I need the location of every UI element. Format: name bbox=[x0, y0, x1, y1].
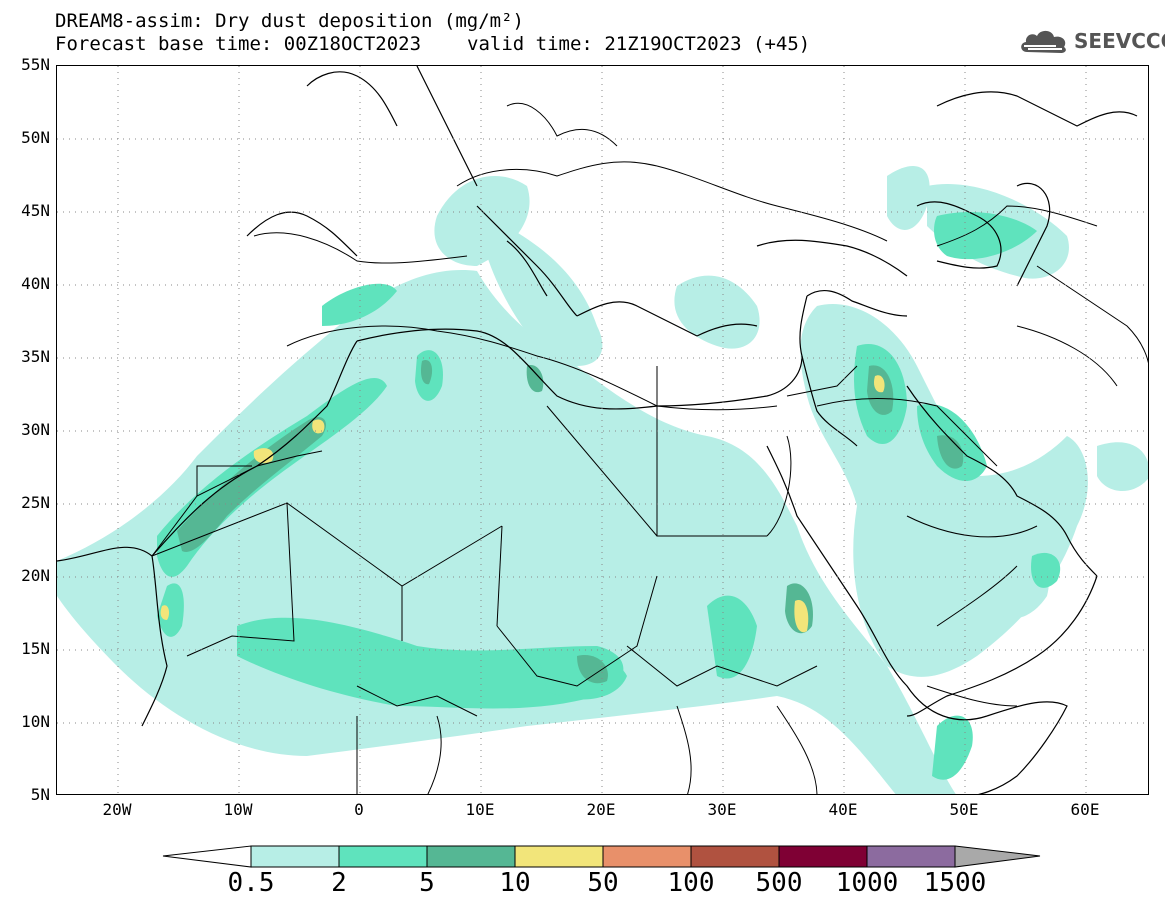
lat-label-50n: 50N bbox=[21, 128, 50, 147]
colorbar-bin-7 bbox=[866, 845, 956, 868]
lon-label-50e: 50E bbox=[949, 800, 979, 819]
colorbar-bin-5 bbox=[690, 845, 780, 868]
colorbar-bin-3 bbox=[514, 845, 604, 868]
valid-time: valid time: 21Z19OCT2023 (+45) bbox=[467, 33, 811, 55]
colorbar-bin-4 bbox=[602, 845, 692, 868]
colorbar-bin-1 bbox=[338, 845, 428, 868]
colorbar-label-6: 500 bbox=[755, 868, 803, 898]
lat-label-30n: 30N bbox=[21, 420, 50, 439]
map-panel bbox=[56, 65, 1149, 795]
lat-label-5n: 5N bbox=[30, 785, 50, 804]
colorbar-bin-0 bbox=[250, 845, 340, 868]
seevccc-logo: SEEVCCC bbox=[1018, 26, 1165, 56]
lon-label-10e: 10E bbox=[465, 800, 495, 819]
colorbar-bin-2 bbox=[426, 845, 516, 868]
lon-label-0: 0 bbox=[354, 800, 364, 819]
lon-label-20w: 20W bbox=[102, 800, 132, 819]
country-borders bbox=[151, 102, 1148, 794]
colorbar-label-0: 0.5 bbox=[227, 868, 275, 898]
colorbar-label-1: 2 bbox=[331, 868, 347, 898]
colorbar-bin-6 bbox=[778, 845, 868, 868]
lat-label-15n: 15N bbox=[21, 639, 50, 658]
dust-contours bbox=[57, 166, 1148, 794]
lat-label-25n: 25N bbox=[21, 493, 50, 512]
forecast-base-time: Forecast base time: 00Z18OCT2023 bbox=[55, 33, 422, 55]
lat-label-10n: 10N bbox=[21, 712, 50, 731]
colorbar-label-5: 100 bbox=[667, 868, 715, 898]
lat-label-45n: 45N bbox=[21, 201, 50, 220]
colorbar bbox=[162, 845, 1041, 868]
logo-text: SEEVCCC bbox=[1074, 29, 1165, 53]
map-title: DREAM8-assim: Dry dust deposition (mg/m²… bbox=[55, 10, 524, 32]
lon-label-20e: 20E bbox=[586, 800, 616, 819]
coastlines bbox=[57, 66, 1138, 794]
cloud-icon bbox=[1021, 30, 1066, 53]
colorbar-label-4: 50 bbox=[587, 868, 619, 898]
dust-map bbox=[57, 66, 1148, 794]
lat-label-20n: 20N bbox=[21, 566, 50, 585]
time-info: Forecast base time: 00Z18OCT2023 valid ti… bbox=[55, 33, 810, 55]
lat-label-35n: 35N bbox=[21, 347, 50, 366]
lat-label-55n: 55N bbox=[21, 55, 50, 74]
lon-label-30e: 30E bbox=[707, 800, 737, 819]
lat-lon-grid bbox=[57, 66, 1148, 794]
colorbar-under-arrow bbox=[162, 845, 252, 868]
lat-label-40n: 40N bbox=[21, 274, 50, 293]
lon-label-40e: 40E bbox=[828, 800, 858, 819]
lon-label-10w: 10W bbox=[223, 800, 253, 819]
lon-label-60e: 60E bbox=[1070, 800, 1100, 819]
colorbar-label-2: 5 bbox=[419, 868, 435, 898]
colorbar-label-3: 10 bbox=[499, 868, 531, 898]
colorbar-label-8: 1500 bbox=[923, 868, 987, 898]
colorbar-label-7: 1000 bbox=[835, 868, 899, 898]
colorbar-over-arrow bbox=[954, 845, 1041, 868]
